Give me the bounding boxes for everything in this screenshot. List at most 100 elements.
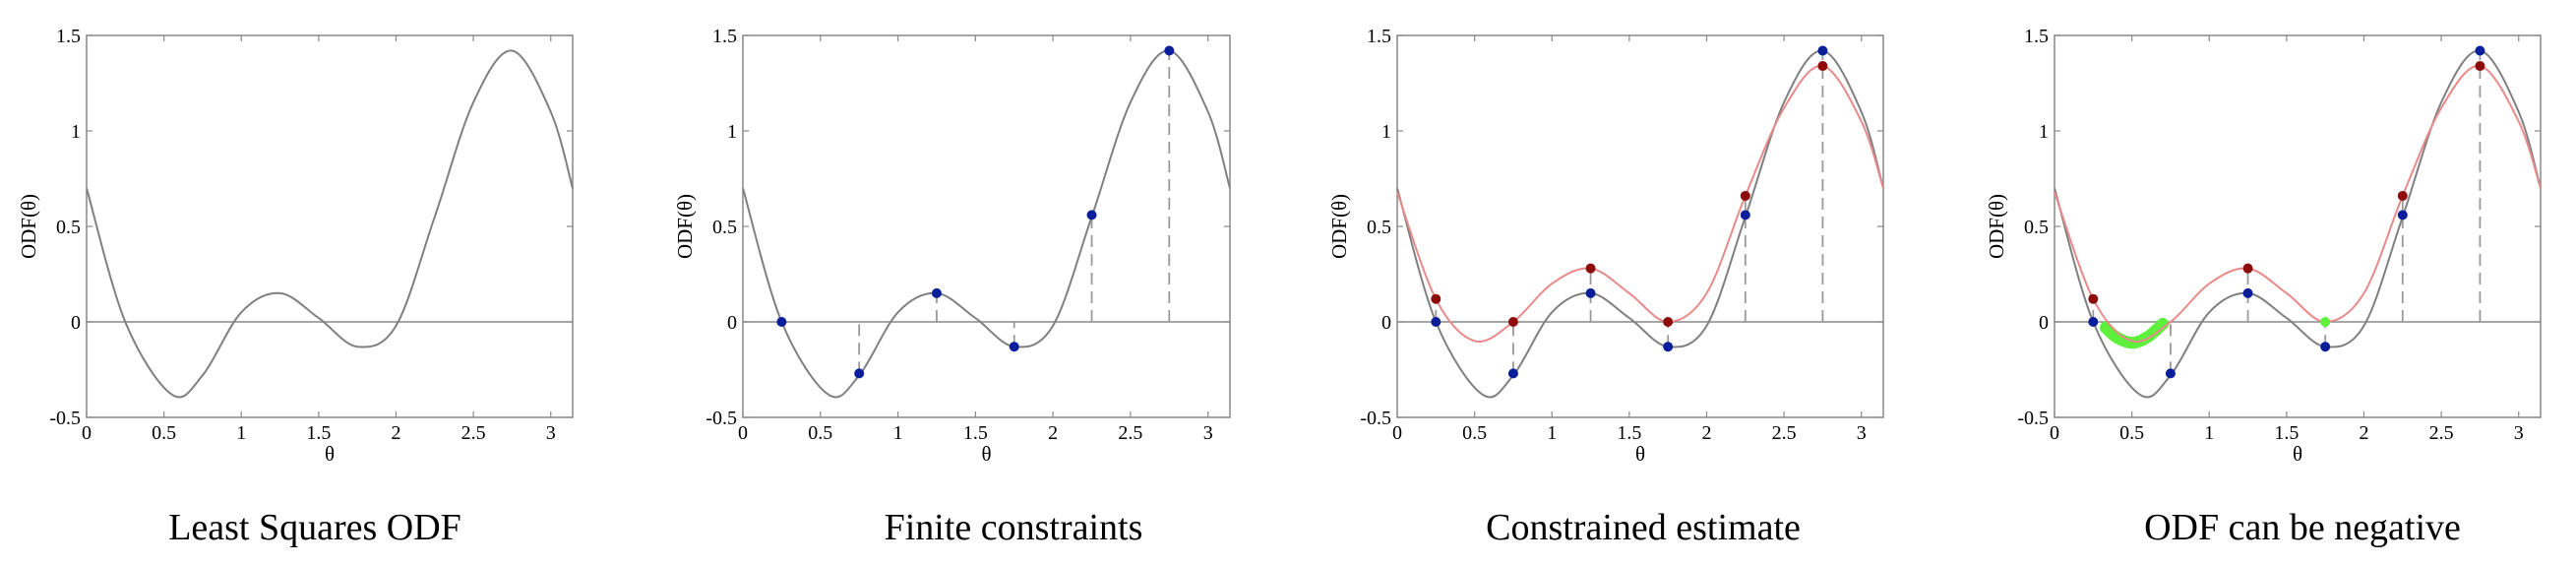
y-tick-label: 1: [2039, 121, 2049, 143]
panel-title: Least Squares ODF: [168, 507, 461, 548]
ls-sample-point: [1431, 317, 1441, 327]
x-tick-label: 2.5: [1118, 422, 1142, 444]
y-tick-label: 0.5: [1367, 217, 1391, 238]
x-tick-label: 2.5: [461, 422, 486, 444]
panel-title: Constrained estimate: [1486, 507, 1801, 548]
x-axis-label: θ: [1635, 442, 1645, 466]
ls-sample-point: [2242, 287, 2253, 298]
constrained-curve: [2054, 64, 2542, 344]
constrained-sample-point: [1507, 317, 1518, 327]
ls-sample-point: [1585, 287, 1596, 298]
x-tick-label: 1: [2204, 422, 2214, 444]
ls-sample-point: [854, 368, 865, 379]
y-tick-label: -0.5: [49, 408, 81, 429]
negative-region-highlight: [2099, 317, 2170, 349]
ls-sample-point: [1086, 210, 1097, 220]
least-squares-curve: [86, 49, 574, 399]
panel-title: ODF can be negative: [2144, 507, 2461, 548]
x-tick-label: 3: [1203, 422, 1213, 444]
y-tick-label: -0.5: [1360, 408, 1391, 429]
y-tick-label: -0.5: [2017, 408, 2049, 429]
y-tick-label: 1.5: [56, 26, 81, 47]
y-axis-label: ODF(θ): [1327, 194, 1351, 259]
x-tick-label: 1.5: [963, 422, 988, 444]
x-tick-label: 2: [391, 422, 400, 444]
x-tick-label: 0: [82, 422, 92, 444]
constrained-sample-point: [1817, 61, 1828, 72]
y-tick-label: 0: [727, 312, 737, 334]
x-axis-label: θ: [981, 442, 991, 466]
x-tick-label: 2.5: [2429, 422, 2454, 444]
y-tick-label: -0.5: [705, 408, 737, 429]
y-tick-label: 1: [727, 121, 737, 143]
y-tick-label: 1.5: [2024, 26, 2049, 47]
plot-frame: [742, 34, 1231, 418]
plot-frame: [1396, 34, 1884, 418]
panel-constrained-estimate: 0 0.5 1 1.5 2 2.5 3-0.500.511.5θODF(θ)Constrai…: [1327, 26, 1884, 548]
ls-sample-point: [776, 317, 787, 327]
y-tick-label: 0.5: [2024, 217, 2049, 238]
constrained-sample-point: [2088, 293, 2099, 304]
x-tick-label: 0: [738, 422, 748, 444]
constrained-sample-point: [1431, 293, 1441, 304]
y-tick-label: 0: [2039, 312, 2049, 334]
x-tick-label: 0.5: [152, 422, 176, 444]
constrained-curve: [1396, 64, 1884, 344]
constrained-sample-point: [2397, 190, 2408, 201]
x-tick-label: 1: [893, 422, 903, 444]
ls-sample-point: [2397, 210, 2408, 220]
negative-point: [2320, 317, 2331, 327]
plot-frame: [2054, 34, 2542, 418]
x-tick-label: 1: [236, 422, 246, 444]
plot-frame: [86, 34, 574, 418]
x-tick-label: 0: [2050, 422, 2059, 444]
y-axis-label: ODF(θ): [673, 194, 697, 259]
constrained-sample-point: [1740, 190, 1750, 201]
x-tick-label: 2: [1048, 422, 1058, 444]
constrained-sample-point: [1585, 263, 1596, 274]
x-tick-label: 1.5: [306, 422, 331, 444]
x-tick-label: 1.5: [1617, 422, 1641, 444]
constrained-sample-point: [2475, 61, 2485, 72]
ls-sample-point: [1009, 342, 1019, 352]
y-tick-label: 0.5: [712, 217, 737, 238]
x-tick-label: 0: [1392, 422, 1402, 444]
y-tick-label: 1.5: [1367, 26, 1391, 47]
constrained-sample-point: [2242, 263, 2253, 274]
ls-sample-point: [1164, 45, 1175, 56]
ls-sample-point: [1507, 368, 1518, 379]
x-tick-label: 0.5: [808, 422, 832, 444]
y-tick-label: 1: [1381, 121, 1391, 143]
y-tick-label: 0: [1381, 312, 1391, 334]
y-tick-label: 1: [71, 121, 81, 143]
x-tick-label: 3: [546, 422, 556, 444]
x-tick-label: 0.5: [1462, 422, 1487, 444]
x-tick-label: 1: [1547, 422, 1557, 444]
x-tick-label: 3: [1857, 422, 1867, 444]
y-tick-label: 0.5: [56, 217, 81, 238]
x-tick-label: 2: [1701, 422, 1711, 444]
ls-sample-point: [2475, 45, 2485, 56]
constrained-sample-point: [1663, 317, 1674, 327]
ls-sample-point: [2165, 368, 2176, 379]
y-tick-label: 0: [71, 312, 81, 334]
ls-sample-point: [1663, 342, 1674, 352]
least-squares-curve: [742, 49, 1231, 399]
x-tick-label: 3: [2514, 422, 2524, 444]
x-axis-label: θ: [325, 442, 335, 466]
x-tick-label: 2: [2359, 422, 2368, 444]
ls-sample-point: [1817, 45, 1828, 56]
y-tick-label: 1.5: [712, 26, 737, 47]
ls-sample-point: [931, 287, 942, 298]
panel-title: Finite constraints: [885, 507, 1143, 548]
ls-sample-point: [2088, 317, 2099, 327]
least-squares-curve: [1396, 49, 1884, 399]
ls-sample-point: [1740, 210, 1750, 220]
x-tick-label: 0.5: [2119, 422, 2144, 444]
x-tick-label: 1.5: [2274, 422, 2299, 444]
ls-sample-point: [2320, 342, 2331, 352]
